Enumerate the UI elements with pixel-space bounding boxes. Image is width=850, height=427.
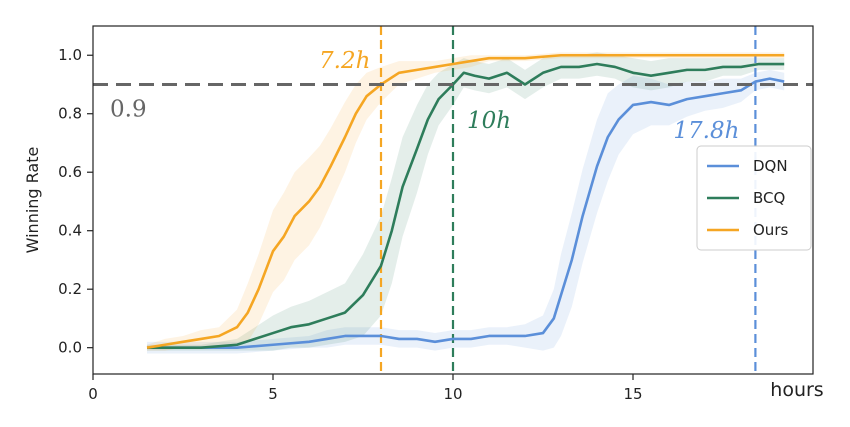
y-tick-label: 0.8 <box>58 105 82 123</box>
legend-box <box>696 145 812 251</box>
annotation-label-0: 7.2h <box>319 48 370 74</box>
y-tick-label: 0.0 <box>58 339 82 357</box>
line-bcq <box>147 62 785 349</box>
x-tick-label: 10 <box>443 385 462 403</box>
annotation-labels: 7.2h 10h 17.8h <box>319 48 739 144</box>
y-tick-label: 0.4 <box>58 222 82 240</box>
legend-label-dqn: DQN <box>753 157 788 175</box>
legend-label-bcq: BCQ <box>753 189 785 207</box>
y-tick-label: 1.0 <box>58 46 82 64</box>
threshold-label: 0.9 <box>110 96 147 122</box>
y-tick-label: 0.2 <box>58 280 82 298</box>
annotation-label-1: 10h <box>467 108 511 134</box>
x-axis-label: hours <box>770 379 823 401</box>
band-dqn <box>147 69 785 354</box>
x-tick-label: 15 <box>623 385 642 403</box>
line-dqn <box>147 77 785 349</box>
confidence-bands <box>147 52 785 354</box>
annotation-label-2: 17.8h <box>673 118 739 144</box>
line-ours <box>146 53 785 349</box>
legend-label-ours: Ours <box>753 221 788 239</box>
y-axis-label: Winning Rate <box>23 147 42 254</box>
y-axis-ticks: 0.0 0.2 0.4 0.6 0.8 1.0 <box>58 46 93 357</box>
y-tick-label: 0.6 <box>58 163 82 181</box>
x-tick-label: 0 <box>88 385 98 403</box>
legend: DQN BCQ Ours <box>696 145 812 251</box>
series-lines <box>146 53 785 349</box>
x-tick-label: 5 <box>268 385 278 403</box>
x-axis-ticks: 0 5 10 15 <box>88 374 643 403</box>
